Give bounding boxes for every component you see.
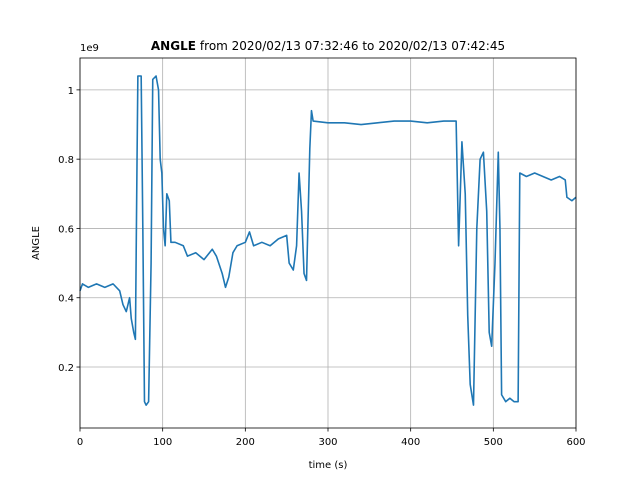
x-tick-label: 0 (77, 437, 83, 448)
y-offset-label: 1e9 (80, 43, 99, 54)
chart-title: ANGLE from 2020/02/13 07:32:46 to 2020/02… (151, 39, 505, 53)
x-tick-label: 200 (236, 437, 255, 448)
data-line (79, 75, 577, 406)
x-tick-label: 600 (566, 437, 585, 448)
x-tick-label: 100 (153, 437, 172, 448)
x-tick-label: 400 (401, 437, 420, 448)
y-tick-label: 0.8 (58, 155, 74, 166)
y-tick-label: 0.2 (58, 363, 74, 374)
title-bold: ANGLE (151, 39, 196, 53)
title-rest: from 2020/02/13 07:32:46 to 2020/02/13 0… (200, 39, 505, 53)
x-tick-label: 500 (484, 437, 503, 448)
y-tick-label: 1 (68, 86, 74, 97)
x-tick-label: 300 (318, 437, 337, 448)
y-tick-label: 0.6 (58, 224, 74, 235)
y-tick-label: 0.4 (58, 294, 74, 305)
y-axis-label: ANGLE (31, 226, 42, 260)
x-axis-label: time (s) (309, 460, 348, 471)
plot-frame (79, 57, 577, 429)
